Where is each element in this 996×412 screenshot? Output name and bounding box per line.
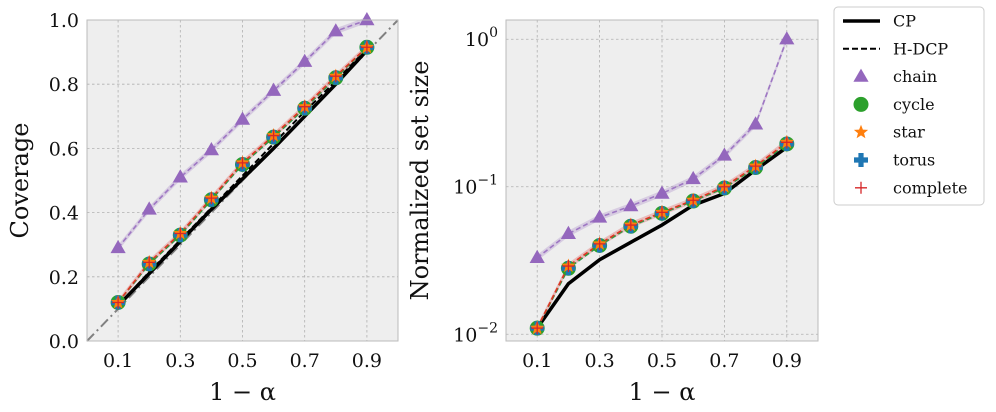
legend-swatch [854,153,869,167]
marker-chain [110,239,126,254]
legend-box [833,6,985,206]
series-line-chain [536,38,788,259]
x-tick-label: 0.7 [709,350,739,372]
y-tick-label: 0.2 [49,267,79,289]
y-axis-label: Coverage [6,123,34,239]
marker-complete [656,206,668,219]
x-tick-label: 0.1 [522,350,552,372]
y-tick-label: 0.0 [49,331,79,353]
x-axis-label: 1 − α [629,378,696,406]
marker-complete [749,160,762,173]
legend-item-h-dcp: H-DCP [843,39,948,58]
legend-label: complete [893,178,968,197]
marker-chain [685,170,701,185]
legend-label: torus [893,151,935,170]
y-tick-label: 0.8 [49,74,79,96]
x-tick-label: 0.7 [290,350,320,372]
x-tick-label: 0.3 [165,350,195,372]
y-tick-label: 0.4 [49,203,79,225]
marker-chain [266,82,282,96]
series-line-h-dcp [536,146,788,329]
legend-label: cycle [893,95,935,114]
marker-chain [328,23,344,37]
marker-chain [654,185,670,199]
marker-chain [203,142,219,156]
y-tick-label: 10−1 [453,173,498,199]
legend-swatch [853,96,869,112]
legend: CP H-DCP chain cycle star torus complete [833,6,985,206]
marker-complete [267,129,280,142]
marker-chain [716,147,732,161]
y-tick-label: 0.6 [49,138,79,160]
marker-chain [529,249,545,263]
marker-complete [329,70,342,83]
marker-complete [531,322,544,335]
marker-complete [718,180,731,193]
marker-complete [298,100,311,113]
legend-item-cycle: cycle [853,95,935,114]
y-axis-label: Normalized set size [406,61,434,301]
marker-chain [779,31,795,45]
legend-swatch [853,124,869,139]
legend-item-torus: torus [854,151,935,170]
y-tick-label: 10−2 [453,320,498,346]
x-tick-label: 0.9 [772,350,802,372]
plot-frame [505,19,819,342]
marker-chain [592,209,608,223]
y-tick-label: 1.0 [49,10,79,32]
legend-label: H-DCP [893,39,948,58]
legend-label: star [893,123,925,142]
x-tick-label: 0.5 [227,350,257,372]
marker-complete [624,219,637,232]
legend-item-complete: complete [855,178,968,197]
marker-chain [623,198,639,212]
marker-complete [687,194,700,207]
y-tick-label: 100 [465,25,498,51]
marker-complete [174,227,187,240]
marker-chain [297,53,313,67]
set-size-chart: 0.1 0.3 0.5 0.7 0.9 10−2 10−1 100 1 − α Normalize… [406,19,819,406]
marker-chain [172,169,188,183]
legend-item-star: star [853,123,925,142]
marker-chain [560,225,576,239]
legend-item-chain: chain [853,67,937,86]
marker-complete [236,156,249,169]
x-axis-label: 1 − α [209,378,276,406]
x-tick-label: 0.5 [647,350,677,372]
marker-chain [359,12,375,26]
marker-complete [562,260,575,273]
x-tick-label: 0.3 [584,350,614,372]
legend-swatch [853,68,869,82]
plot-frame [86,19,399,342]
x-tick-label: 0.9 [352,350,382,372]
series-line-h-dcp [117,48,368,307]
marker-complete [360,41,373,54]
legend-item-cp: CP [843,12,916,31]
legend-label: CP [893,12,916,31]
marker-complete [780,136,793,149]
marker-complete [593,237,606,250]
marker-complete [143,256,156,269]
marker-complete [112,296,125,309]
legend-label: chain [893,67,937,86]
marker-chain [141,201,157,215]
coverage-chart: 0.1 0.3 0.5 0.7 0.9 0.0 0.2 0.4 0.6 0.8 1.0 1 − α Co… [6,10,399,406]
series-line-cp [116,49,369,307]
marker-chain [748,116,764,130]
x-tick-label: 0.1 [103,350,133,372]
marker-chain [234,111,251,125]
legend-swatch [855,181,867,194]
marker-complete [205,192,218,205]
